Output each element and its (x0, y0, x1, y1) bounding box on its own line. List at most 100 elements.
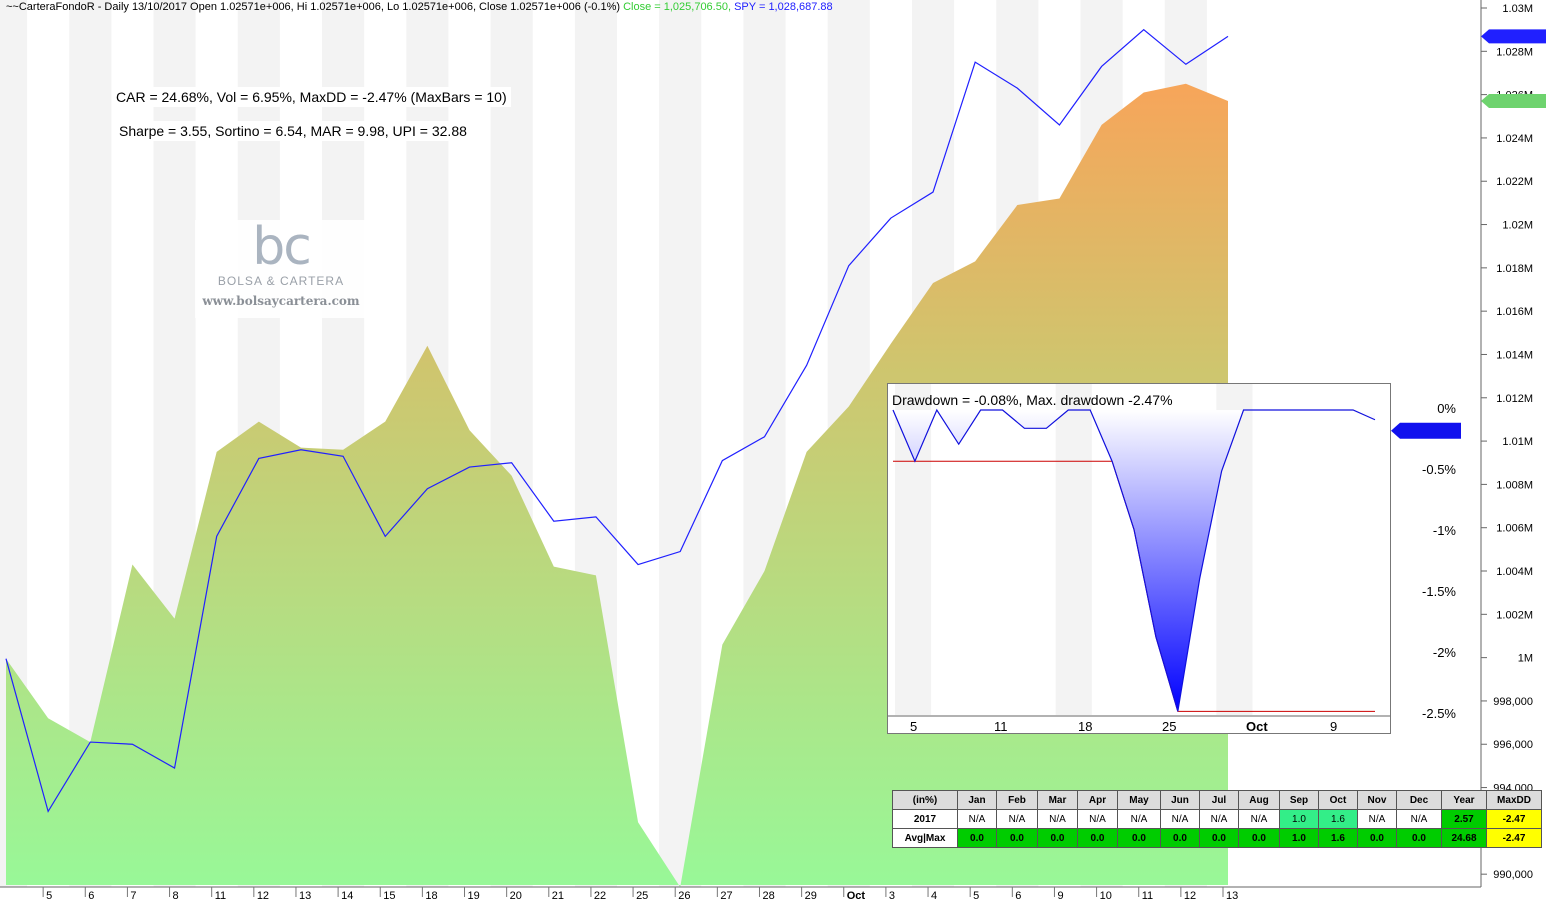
x-tick-label: 3 (889, 890, 895, 902)
table-cell: -2.47 (1486, 809, 1542, 829)
table-cell: MaxDD (1486, 790, 1542, 810)
y-tick-label: 1.02M (1502, 220, 1533, 232)
x-tick-label: 29 (805, 890, 817, 902)
x-tick-label: 12 (257, 890, 269, 902)
table-cell: N/A (1160, 809, 1200, 829)
table-cell: 0.0 (1037, 828, 1078, 848)
x-tick-label: 19 (468, 890, 480, 902)
drawdown-title: Drawdown = -0.08%, Max. drawdown -2.47% (892, 392, 1173, 408)
table-cell: N/A (1117, 809, 1161, 829)
x-tick-label: 27 (720, 890, 732, 902)
table-cell: N/A (1396, 809, 1442, 829)
table-cell: 1.6 (1318, 809, 1358, 829)
x-tick-label: 9 (1057, 890, 1063, 902)
y-tick-label: 1M (1518, 653, 1533, 665)
drawdown-x-axis: 5 11 18 25 Oct 9 (888, 715, 1390, 733)
table-cell: 0.0 (1396, 828, 1442, 848)
table-cell: 1.0 (1279, 809, 1319, 829)
drawdown-x-tick-label: 9 (1330, 719, 1337, 733)
y-tick-label: 1.028M (1496, 46, 1533, 58)
logo-name: BOLSA & CARTERA (217, 274, 345, 288)
table-cell: Year (1441, 790, 1487, 810)
drawdown-y-axis: 0% -0.5% -1% -1.5% -2% -2.5% (1391, 401, 1461, 721)
drawdown-x-tick-label: Oct (1246, 719, 1268, 733)
y-tick-label: 1.03M (1502, 3, 1533, 15)
table-row: (in%) Jan Feb Mar Apr May Jun Jul Aug Sep Oct Nov De… (892, 790, 1542, 810)
logo-mark: bc (252, 217, 312, 277)
x-tick-label: 6 (1015, 890, 1021, 902)
x-tick-label: 25 (636, 890, 648, 902)
logo-url: www.bolsaycartera.com (202, 294, 360, 308)
x-tick-label: 7 (130, 890, 136, 902)
y-tick-label: 1.008M (1496, 479, 1533, 491)
drawdown-panel: 5 11 18 25 Oct 9 Drawdown = -0.08%, Max. draw… (887, 383, 1391, 734)
x-tick-label: 13 (299, 890, 311, 902)
table-row: Avg|Max 0.0 0.0 0.0 0.0 0.0 0.0 0.0 0.0 1.0 1.6 0.0… (892, 828, 1542, 848)
x-tick-label: 14 (341, 890, 353, 902)
close-last-value-badge-shape (1481, 93, 1546, 108)
table-cell: Sep (1279, 790, 1319, 810)
table-cell: 0.0 (996, 828, 1038, 848)
table-cell: 0.0 (1199, 828, 1239, 848)
table-cell: Aug (1238, 790, 1280, 810)
x-tick-label: 13 (1226, 890, 1238, 902)
header-prefix: ~~CarteraFondoR - Daily 13/10/2017 Open … (6, 1, 621, 13)
drawdown-area (893, 410, 1375, 712)
drawdown-chart: 5 11 18 25 Oct 9 (888, 384, 1390, 733)
table-cell: Jan (957, 790, 997, 810)
chart-header: ~~CarteraFondoR - Daily 13/10/2017 Open … (6, 1, 833, 13)
table-cell: Mar (1037, 790, 1078, 810)
x-tick-label: Oct (847, 890, 866, 902)
x-tick-label: 6 (88, 890, 94, 902)
table-cell: N/A (1037, 809, 1078, 829)
x-tick-label: 11 (215, 890, 226, 902)
table-cell: 0.0 (1238, 828, 1280, 848)
x-axis: 5 6 7 8 11 12 13 14 15 18 19 20 21 22 25 26 27 28 29 Oct 3 4 5… (0, 886, 1481, 902)
y-tick-label: 998,000 (1493, 696, 1533, 708)
drawdown-x-tick-label: 18 (1078, 719, 1092, 733)
grid-band (659, 0, 702, 887)
x-tick-label: 11 (1142, 890, 1153, 902)
drawdown-y-tick-label: -0.5% (1422, 462, 1456, 477)
y-tick-label: 996,000 (1493, 739, 1533, 751)
table-cell: N/A (1077, 809, 1118, 829)
x-tick-label: 22 (594, 890, 606, 902)
y-axis: 990,000992,000994,000996,000998,0001M1.0… (1480, 0, 1546, 887)
table-cell: Dec (1396, 790, 1442, 810)
table-cell: Apr (1077, 790, 1118, 810)
drawdown-line (892, 408, 1376, 712)
y-tick-label: 1.016M (1496, 306, 1533, 318)
table-cell: 1.0 (1279, 828, 1319, 848)
x-tick-label: 10 (1100, 890, 1112, 902)
stats-line-1: CAR = 24.68%, Vol = 6.95%, MaxDD = -2.47… (112, 87, 511, 107)
drawdown-y-tick-label: 0% (1437, 401, 1456, 416)
drawdown-y-tick-label: -2% (1433, 645, 1457, 660)
drawdown-band (1055, 384, 1092, 715)
y-tick-label: 1.024M (1496, 133, 1533, 145)
table-cell: -2.47 (1486, 828, 1542, 848)
x-tick-label: 18 (425, 890, 437, 902)
table-cell: N/A (996, 809, 1038, 829)
spy-last-value-badge (1481, 29, 1546, 44)
table-cell: (in%) (892, 790, 958, 810)
table-cell: 0.0 (1117, 828, 1161, 848)
x-tick-label: 4 (931, 890, 937, 902)
table-cell: May (1117, 790, 1161, 810)
x-tick-label: 26 (678, 890, 690, 902)
drawdown-x-tick-label: 5 (910, 719, 917, 733)
table-cell: Avg|Max (892, 828, 958, 848)
x-tick-label: 15 (383, 890, 395, 902)
x-tick-label: 12 (1184, 890, 1196, 902)
table-cell: N/A (957, 809, 997, 829)
y-tick-label: 1.018M (1496, 263, 1533, 275)
table-cell: N/A (1238, 809, 1280, 829)
y-tick-label: 1.014M (1496, 349, 1533, 361)
close-last-value-badge (1481, 93, 1546, 108)
x-tick-label: 5 (46, 890, 52, 902)
table-cell: 0.0 (957, 828, 997, 848)
table-cell: 24.68 (1441, 828, 1487, 848)
y-tick-label: 1.006M (1496, 523, 1533, 535)
y-tick-label: 990,000 (1493, 869, 1533, 881)
table-cell: 1.6 (1318, 828, 1358, 848)
